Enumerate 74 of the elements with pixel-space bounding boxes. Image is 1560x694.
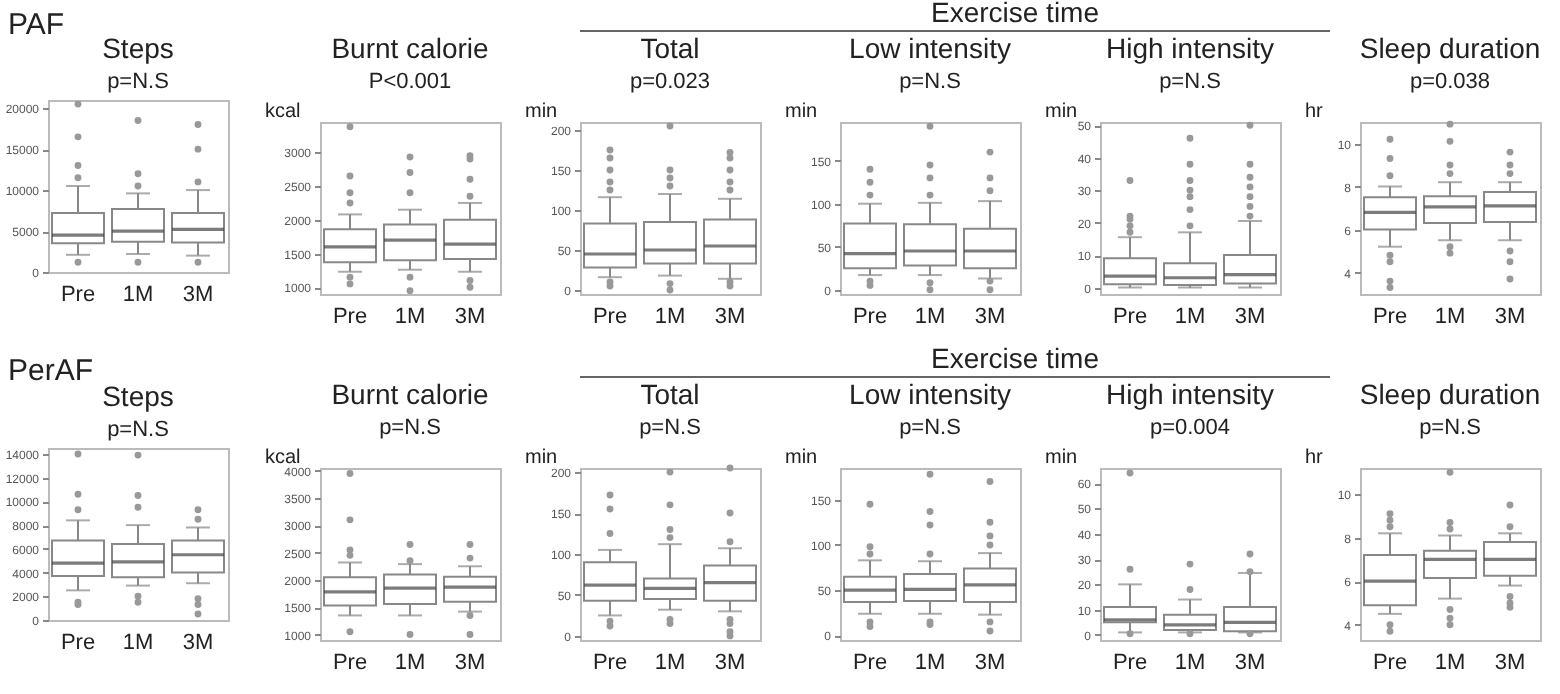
x-tick-label: 3M [714,305,746,329]
x-tick-label: 1M [914,305,946,329]
x-tick-label: 3M [182,283,214,307]
x-tick-label: 3M [182,631,214,655]
text: Exercise time [928,342,1102,374]
chart-title: Low intensity [849,32,1011,64]
y-axis-title: hr [1305,101,1325,123]
x-tick-label: 1M [1174,651,1206,675]
x-tick-label: Pre [332,305,368,329]
chart-title: High intensity [1105,32,1275,64]
chart-subtitle: p=N.S [899,416,961,440]
x-tick-label: 3M [974,305,1006,329]
x-tick-label: Pre [852,651,888,675]
chart-subtitle: p=N.S [1419,416,1481,440]
y-axis-title: min [1045,447,1078,469]
y-axis-title: kcal [265,101,301,123]
x-tick-label: 1M [394,305,426,329]
chart-title: Total [640,378,700,410]
x-tick-label: 3M [1494,305,1526,329]
chart-subtitle: P<0.001 [368,70,452,94]
y-axis-title: kcal [265,447,301,469]
x-tick-label: 1M [914,651,946,675]
chart-title: Steps [102,32,174,64]
chart-subtitle: p=N.S [107,417,169,442]
chart-subtitle: p=N.S [107,70,169,94]
x-tick-label: 1M [654,651,686,675]
x-tick-label: 1M [1434,305,1466,329]
x-tick-label: 1M [394,651,426,675]
x-tick-label: 1M [122,631,154,655]
text: Exercise time [928,0,1102,28]
chart-subtitle: p=N.S [899,70,961,94]
chart-title: Low intensity [849,378,1011,410]
chart-title: Steps [102,379,174,412]
x-tick-label: 1M [654,305,686,329]
x-tick-label: Pre [332,651,368,675]
x-tick-label: Pre [592,651,628,675]
chart-subtitle: p=0.023 [629,70,711,94]
x-tick-label: 1M [1434,651,1466,675]
chart-subtitle: p=0.038 [1409,70,1491,94]
chart-title: Total [640,32,700,64]
x-tick-label: 3M [974,651,1006,675]
y-axis-title: min [785,101,818,123]
text: PAF [8,8,65,42]
x-tick-label: 3M [714,651,746,675]
y-axis-title: hr [1305,447,1325,469]
y-axis-title: min [1045,101,1078,123]
x-tick-label: 3M [454,651,486,675]
y-axis-title: min [525,447,558,469]
x-tick-label: Pre [1372,651,1408,675]
chart-title: High intensity [1105,378,1275,410]
x-tick-label: 3M [1494,651,1526,675]
chart-title: Burnt calorie [331,378,490,410]
chart-subtitle: p=N.S [1159,70,1221,94]
x-tick-label: Pre [1112,305,1148,329]
x-tick-label: Pre [592,305,628,329]
x-tick-label: Pre [60,631,96,655]
y-axis-title: min [525,101,558,123]
chart-title: Sleep duration [1359,378,1541,410]
x-tick-label: Pre [1372,305,1408,329]
x-tick-label: Pre [60,283,96,307]
chart-subtitle: p=0.004 [1149,416,1231,440]
chart-title: Sleep duration [1359,32,1541,64]
x-tick-label: 3M [1234,651,1266,675]
x-tick-label: Pre [1112,651,1148,675]
text: PerAF [8,354,94,388]
x-tick-label: 1M [1174,305,1206,329]
x-tick-label: 3M [454,305,486,329]
y-axis-title: min [785,447,818,469]
x-tick-label: Pre [852,305,888,329]
chart-subtitle: p=N.S [379,416,441,440]
chart-title: Burnt calorie [331,32,490,64]
x-tick-label: 1M [122,283,154,307]
chart-subtitle: p=N.S [639,416,701,440]
x-tick-label: 3M [1234,305,1266,329]
